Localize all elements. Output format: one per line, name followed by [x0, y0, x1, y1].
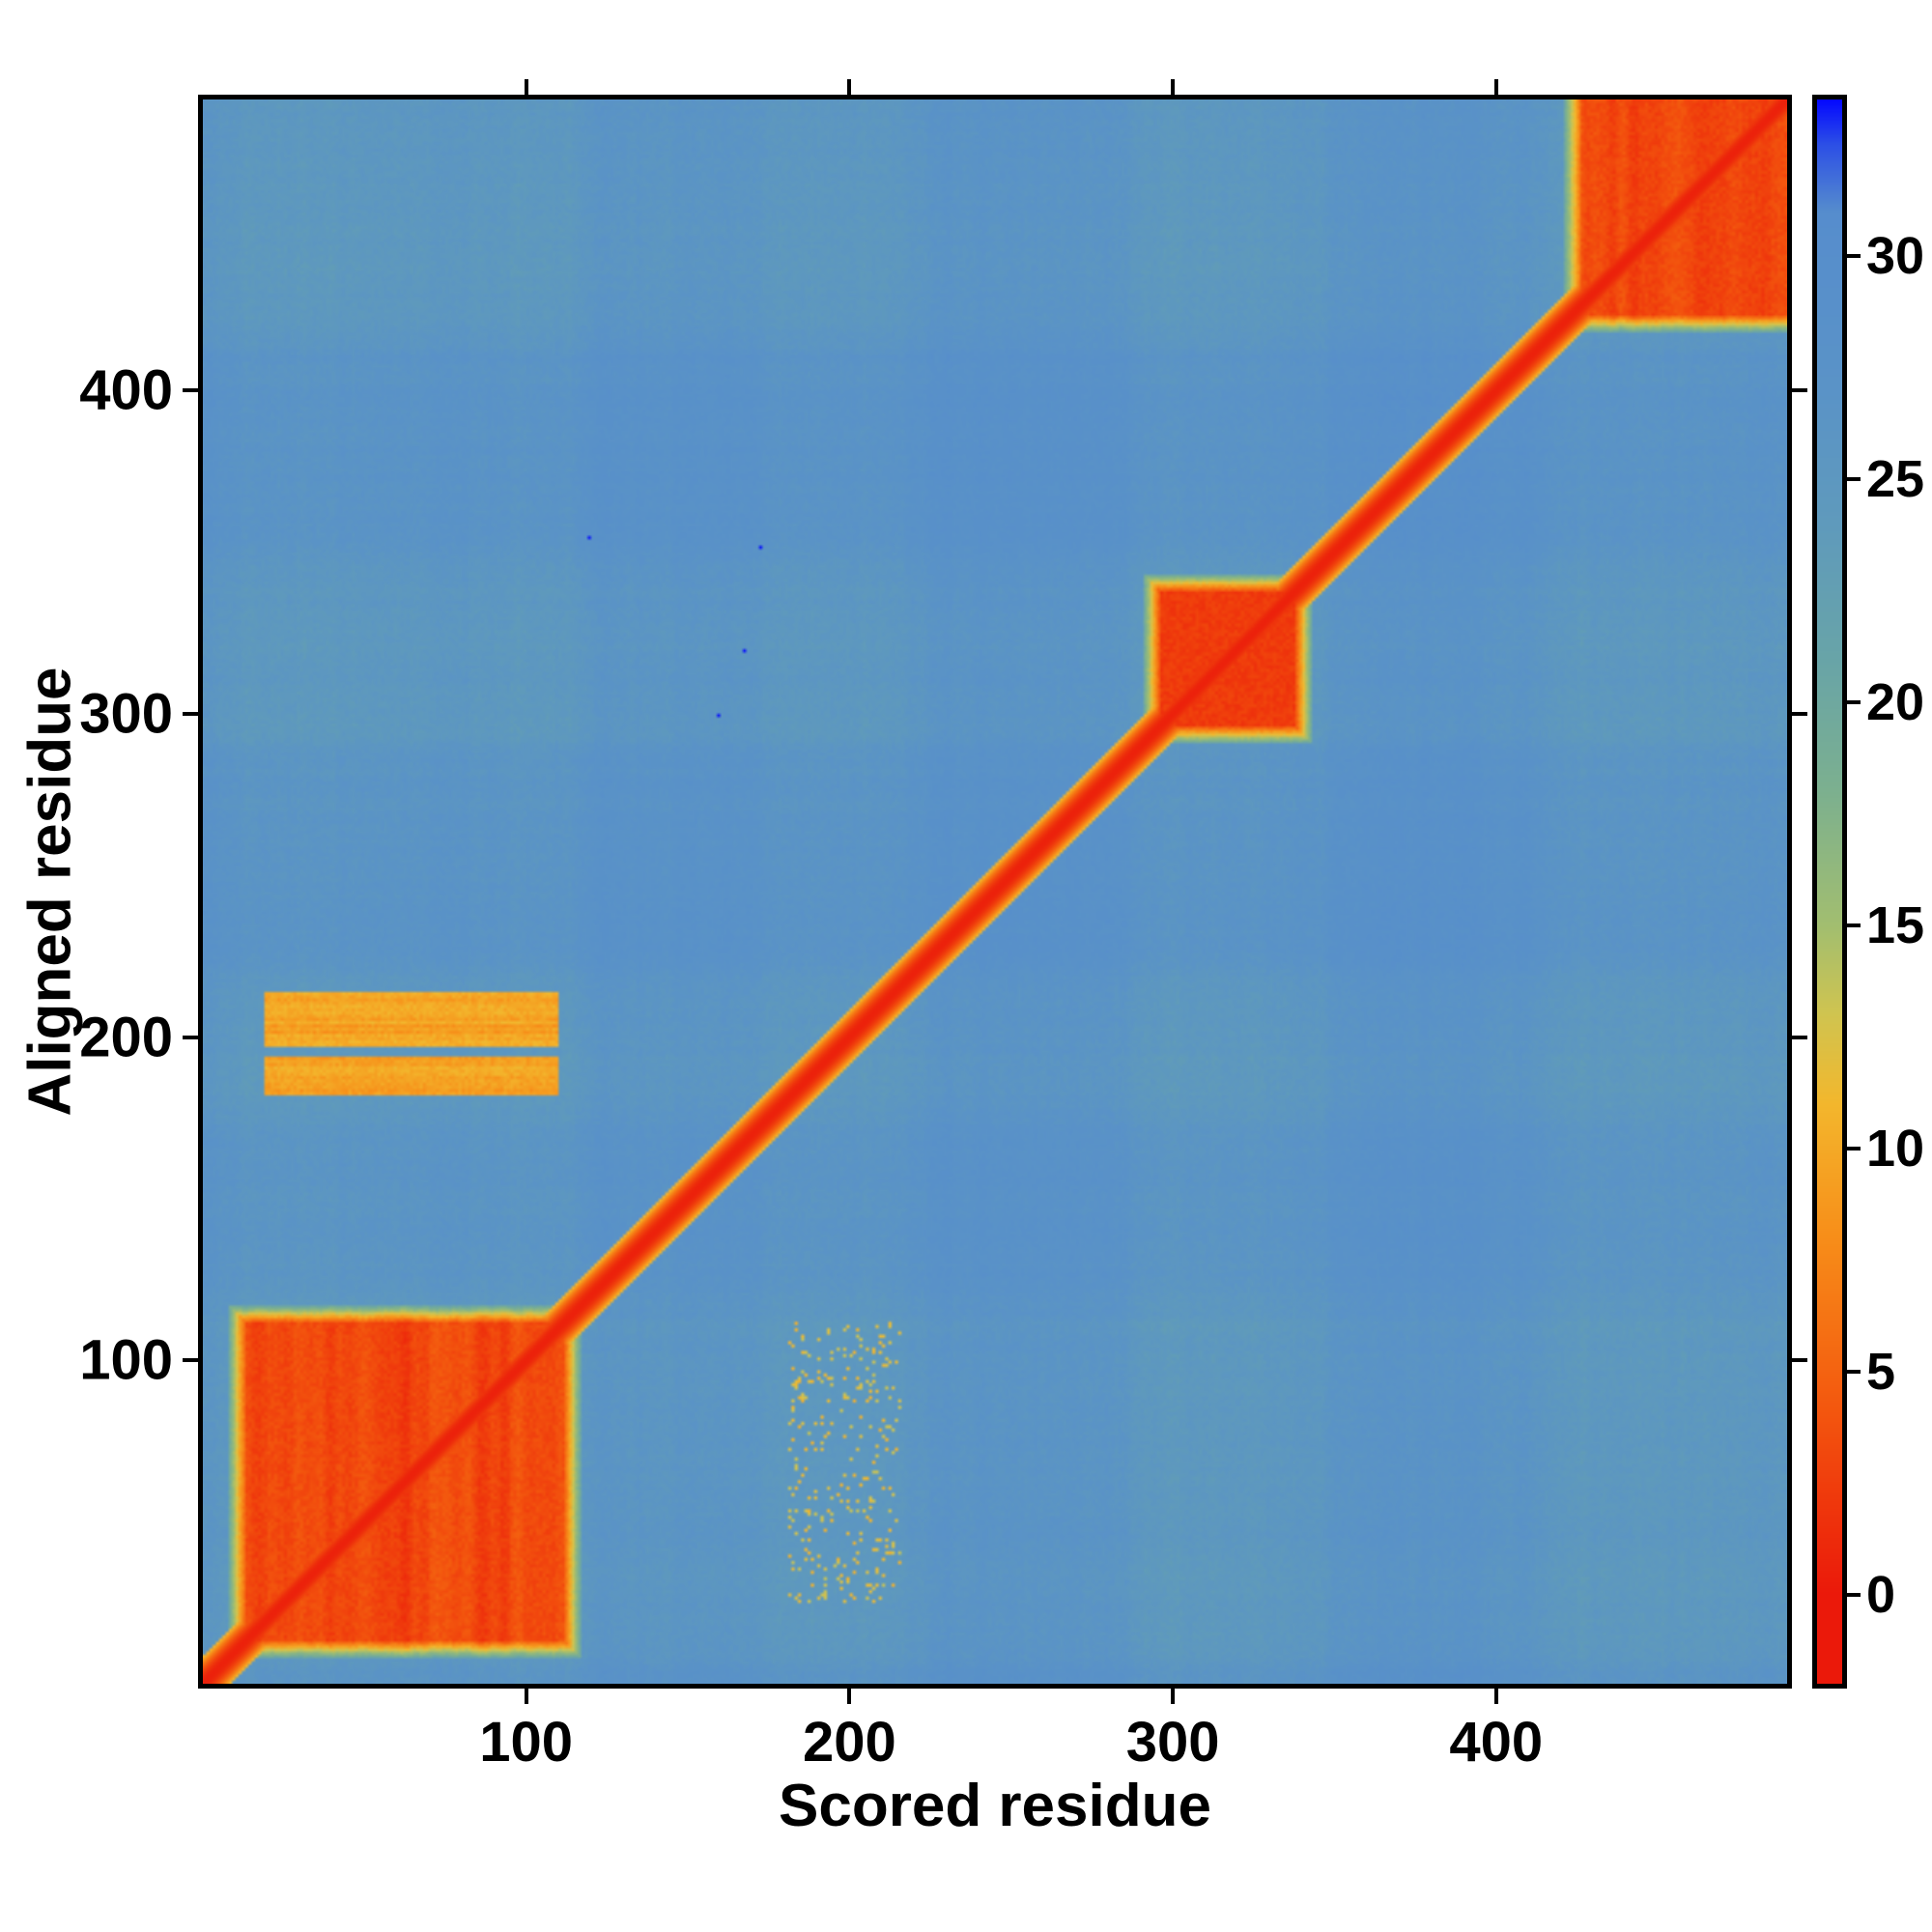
colorbar-tick-label: 0: [1866, 1565, 1896, 1624]
y-tick-mark-right: [1792, 388, 1807, 393]
colorbar-tick-mark: [1847, 253, 1861, 258]
colorbar-tick-label: 30: [1866, 226, 1925, 285]
colorbar-frame: [1812, 95, 1847, 1689]
colorbar-tick-mark: [1847, 699, 1861, 704]
x-tick-mark-bottom: [1493, 1689, 1498, 1704]
colorbar-canvas: [1817, 99, 1842, 1684]
y-tick-label: 200: [79, 1006, 173, 1069]
y-tick-label: 400: [79, 358, 173, 422]
x-tick-mark-top: [524, 79, 528, 95]
colorbar-tick-mark: [1847, 1592, 1861, 1597]
y-tick-label: 300: [79, 682, 173, 746]
x-tick-mark-top: [1171, 79, 1176, 95]
colorbar-tick-label: 10: [1866, 1119, 1925, 1178]
y-tick-mark-left: [183, 388, 198, 393]
x-tick-mark-top: [1493, 79, 1498, 95]
x-tick-mark-top: [847, 79, 852, 95]
colorbar-tick-mark: [1847, 923, 1861, 927]
colorbar-tick-mark: [1847, 1369, 1861, 1374]
colorbar-tick-label: 5: [1866, 1342, 1896, 1401]
colorbar-tick-label: 25: [1866, 449, 1925, 508]
x-tick-mark-bottom: [1171, 1689, 1176, 1704]
colorbar-tick-mark: [1847, 1146, 1861, 1151]
colorbar-tick-label: 20: [1866, 672, 1925, 731]
heatmap-plot-frame: [198, 95, 1792, 1689]
heatmap-canvas: [203, 99, 1787, 1684]
x-tick-label: 100: [479, 1711, 574, 1774]
y-tick-mark-right: [1792, 1035, 1807, 1039]
x-tick-mark-bottom: [847, 1689, 852, 1704]
colorbar-tick-label: 15: [1866, 895, 1925, 954]
x-tick-label: 300: [1125, 1711, 1220, 1774]
y-tick-mark-left: [183, 1358, 198, 1363]
x-tick-label: 200: [802, 1711, 896, 1774]
y-tick-mark-left: [183, 1035, 198, 1039]
x-tick-mark-bottom: [524, 1689, 528, 1704]
x-tick-label: 400: [1449, 1711, 1544, 1774]
x-axis-label: Scored residue: [779, 1773, 1211, 1839]
y-tick-mark-left: [183, 711, 198, 716]
y-axis-label: Aligned residue: [16, 667, 84, 1117]
y-tick-mark-right: [1792, 711, 1807, 716]
y-tick-mark-right: [1792, 1358, 1807, 1363]
y-tick-label: 100: [79, 1328, 173, 1392]
colorbar-tick-mark: [1847, 476, 1861, 481]
